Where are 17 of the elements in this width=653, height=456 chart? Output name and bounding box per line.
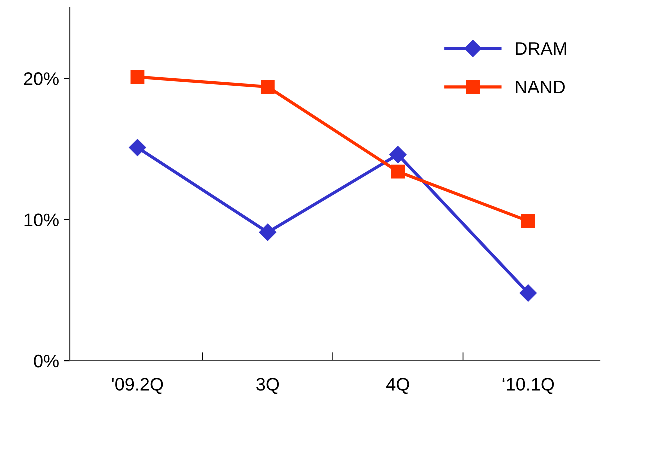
point — [521, 214, 536, 228]
x-tick-label: '09.2Q — [112, 378, 164, 394]
x-tick-label: 4Q — [386, 378, 410, 394]
x-tick-label: 3Q — [256, 378, 280, 394]
legend-label: DRAM — [516, 42, 566, 55]
point — [520, 284, 537, 302]
legend-label: NAND — [516, 81, 565, 94]
point — [129, 139, 146, 156]
point — [391, 164, 406, 179]
point — [259, 224, 276, 242]
y-tick-label: 0% — [34, 354, 59, 368]
point — [390, 146, 407, 164]
point — [130, 70, 145, 84]
x-tick-label: ‘10.1Q — [502, 378, 554, 394]
point — [260, 80, 275, 94]
y-tick-label: 20% — [24, 72, 59, 86]
y-tick-label: 10% — [24, 214, 59, 227]
